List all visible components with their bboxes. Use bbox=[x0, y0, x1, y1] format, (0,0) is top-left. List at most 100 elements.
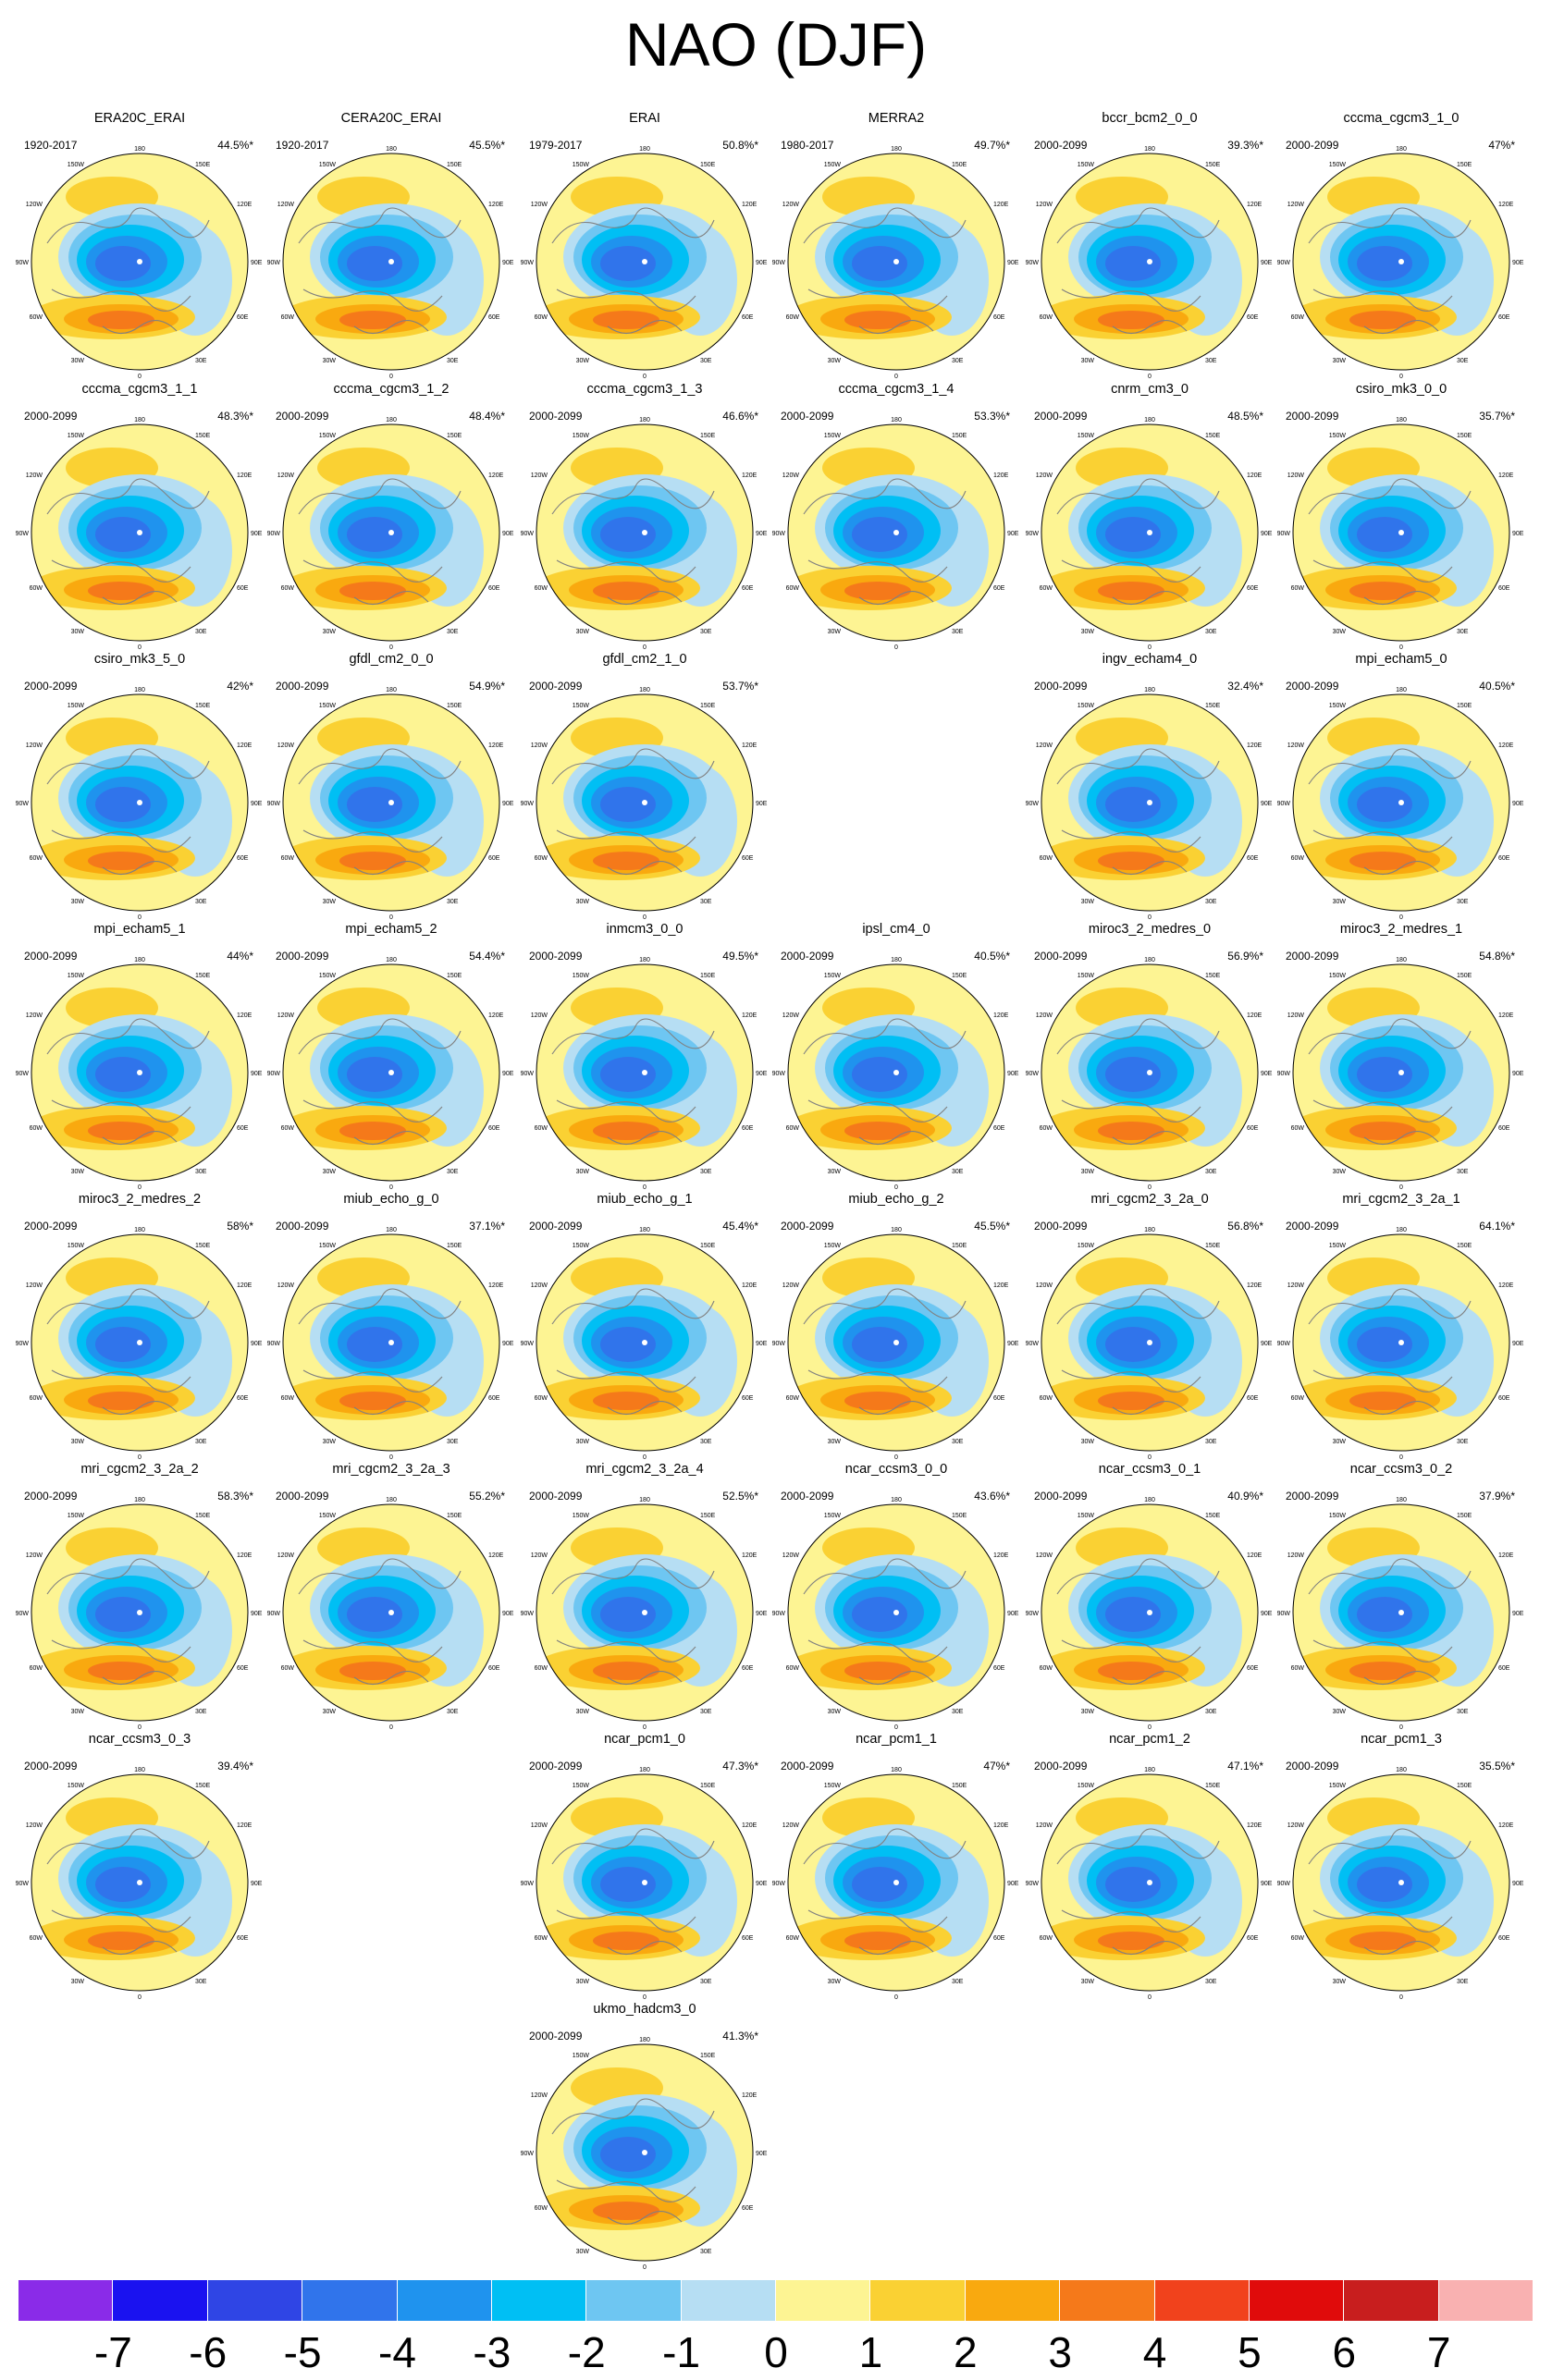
panel-title: mri_cgcm2_3_2a_3 bbox=[332, 1462, 450, 1477]
longitude-label: 150E bbox=[447, 162, 462, 168]
longitude-label: 90W bbox=[267, 1611, 281, 1617]
longitude-label: 180 bbox=[1144, 957, 1155, 963]
longitude-label: 180 bbox=[639, 957, 650, 963]
longitude-label: 90W bbox=[772, 1611, 786, 1617]
longitude-label: 90W bbox=[521, 531, 535, 537]
longitude-label: 60E bbox=[1498, 1125, 1510, 1132]
longitude-label: 90E bbox=[1261, 531, 1273, 537]
longitude-label: 120E bbox=[237, 742, 253, 749]
longitude-label: 120E bbox=[237, 1552, 253, 1559]
longitude-label: 60E bbox=[1498, 1935, 1510, 1942]
map-outline bbox=[536, 423, 754, 642]
anomaly-field bbox=[31, 153, 248, 370]
map-outline bbox=[787, 963, 1005, 1182]
polar-map: 180 150W 150E 120W 120E 90W 90E 60W 60E 30W 30E 0 bbox=[267, 687, 514, 921]
coastline bbox=[1056, 1558, 1220, 1686]
polar-map: 180 150W 150E 120W 120E 90W 90E 60W 60E 30W 30E 0 bbox=[267, 1227, 514, 1461]
longitude-label: 0 bbox=[894, 1454, 898, 1461]
longitude-label: 30W bbox=[1081, 1709, 1095, 1715]
panel-title: mri_cgcm2_3_2a_4 bbox=[585, 1462, 704, 1477]
north-pole-marker bbox=[642, 1340, 647, 1345]
coastline bbox=[1308, 1828, 1472, 1956]
panel-title: ncar_pcm1_0 bbox=[604, 1732, 685, 1747]
longitude-label: 180 bbox=[1396, 1227, 1407, 1233]
polar-map: 180 150W 150E 120W 120E 90W 90E 60W 60E 30W 30E 0 bbox=[1026, 1767, 1273, 2001]
panel-period: 2000-2099 bbox=[1034, 680, 1088, 693]
north-pole-marker bbox=[642, 800, 647, 805]
longitude-label: 90W bbox=[1026, 260, 1040, 266]
longitude-label: 150W bbox=[319, 162, 337, 168]
longitude-label: 150E bbox=[1205, 433, 1221, 439]
longitude-label: 30W bbox=[1333, 358, 1347, 364]
colorbar-tick-label: 5 bbox=[1238, 2328, 1262, 2376]
polar-map: 180 150W 150E 120W 120E 90W 90E 60W 60E 30W 30E 0 bbox=[521, 2037, 768, 2271]
colorbar-swatch bbox=[397, 2280, 492, 2321]
coastline bbox=[46, 478, 210, 606]
longitude-label: 30E bbox=[447, 1169, 459, 1175]
coastline bbox=[803, 1558, 967, 1686]
polar-map: 180 150W 150E 120W 120E 90W 90E 60W 60E 30W 30E 0 bbox=[521, 1767, 768, 2001]
panel-title: inmcm3_0_0 bbox=[606, 922, 684, 937]
longitude-label: 90E bbox=[756, 531, 768, 537]
coastline bbox=[1308, 478, 1472, 606]
longitude-label: 120W bbox=[782, 1282, 800, 1289]
longitude-label: 90W bbox=[16, 1341, 30, 1347]
map-outline bbox=[536, 1773, 754, 1992]
longitude-label: 90E bbox=[756, 801, 768, 807]
longitude-label: 30W bbox=[828, 1439, 842, 1445]
longitude-label: 150W bbox=[1078, 433, 1095, 439]
panel-variance-percent: 45.5%* bbox=[469, 139, 505, 152]
map-panel: ipsl_cm4_0 2000-2099 40.5%* 180 150W 150E 120W… bbox=[772, 811, 1019, 1191]
longitude-label: 60W bbox=[1291, 585, 1305, 592]
longitude-label: 120E bbox=[993, 1012, 1009, 1019]
panel-variance-percent: 46.6%* bbox=[722, 410, 758, 423]
longitude-label: 30W bbox=[1081, 1439, 1095, 1445]
longitude-label: 60E bbox=[1247, 855, 1259, 862]
longitude-label: 90W bbox=[16, 801, 30, 807]
longitude-label: 150W bbox=[319, 433, 337, 439]
longitude-label: 90E bbox=[1007, 1071, 1019, 1077]
longitude-label: 60W bbox=[1040, 314, 1053, 321]
longitude-label: 30W bbox=[828, 629, 842, 635]
polar-map: 180 150W 150E 120W 120E 90W 90E 60W 60E 30W 30E 0 bbox=[772, 957, 1019, 1191]
longitude-label: 30E bbox=[952, 629, 964, 635]
north-pole-marker bbox=[388, 800, 394, 805]
panel-variance-percent: 45.5%* bbox=[974, 1220, 1010, 1233]
longitude-label: 60W bbox=[1291, 855, 1305, 862]
map-panel: cccma_cgcm3_1_3 2000-2099 46.6%* 180 150W 150… bbox=[521, 271, 768, 651]
longitude-label: 180 bbox=[639, 687, 650, 693]
longitude-label: 150W bbox=[1078, 703, 1095, 709]
anomaly-field bbox=[31, 1504, 248, 1721]
longitude-label: 30W bbox=[1333, 1439, 1347, 1445]
longitude-label: 150E bbox=[195, 1243, 211, 1249]
map-outline bbox=[282, 153, 500, 371]
longitude-label: 30E bbox=[195, 899, 207, 905]
longitude-label: 150E bbox=[700, 433, 716, 439]
longitude-label: 180 bbox=[891, 146, 902, 153]
longitude-label: 60E bbox=[993, 314, 1005, 321]
longitude-label: 90E bbox=[502, 260, 514, 266]
longitude-label: 90W bbox=[1277, 1611, 1291, 1617]
polar-map: 180 150W 150E 120W 120E 90W 90E 60W 60E 30W 30E 0 bbox=[16, 687, 263, 921]
longitude-label: 30W bbox=[1081, 899, 1095, 905]
longitude-label: 90E bbox=[502, 531, 514, 537]
north-pole-marker bbox=[642, 259, 647, 264]
anomaly-field bbox=[1041, 1234, 1258, 1451]
longitude-label: 150W bbox=[824, 1783, 842, 1789]
longitude-label: 90E bbox=[251, 260, 263, 266]
coastline bbox=[551, 1828, 715, 1956]
north-pole-marker bbox=[388, 259, 394, 264]
panel-variance-percent: 58.3%* bbox=[217, 1490, 253, 1503]
longitude-label: 60W bbox=[281, 585, 295, 592]
coastline bbox=[1056, 1828, 1220, 1956]
north-pole-marker bbox=[1147, 1610, 1152, 1615]
longitude-label: 150W bbox=[1329, 1243, 1347, 1249]
longitude-label: 90W bbox=[1277, 260, 1291, 266]
colorbar-tick-label: 0 bbox=[764, 2328, 788, 2376]
colorbar-swatch bbox=[113, 2280, 208, 2321]
longitude-label: 150E bbox=[1457, 703, 1472, 709]
north-pole-marker bbox=[1398, 800, 1404, 805]
longitude-label: 60E bbox=[993, 585, 1005, 592]
map-panel: ncar_pcm1_3 2000-2099 35.5%* 180 150W 150E 120… bbox=[1277, 1621, 1524, 2001]
longitude-label: 150E bbox=[1205, 1513, 1221, 1519]
